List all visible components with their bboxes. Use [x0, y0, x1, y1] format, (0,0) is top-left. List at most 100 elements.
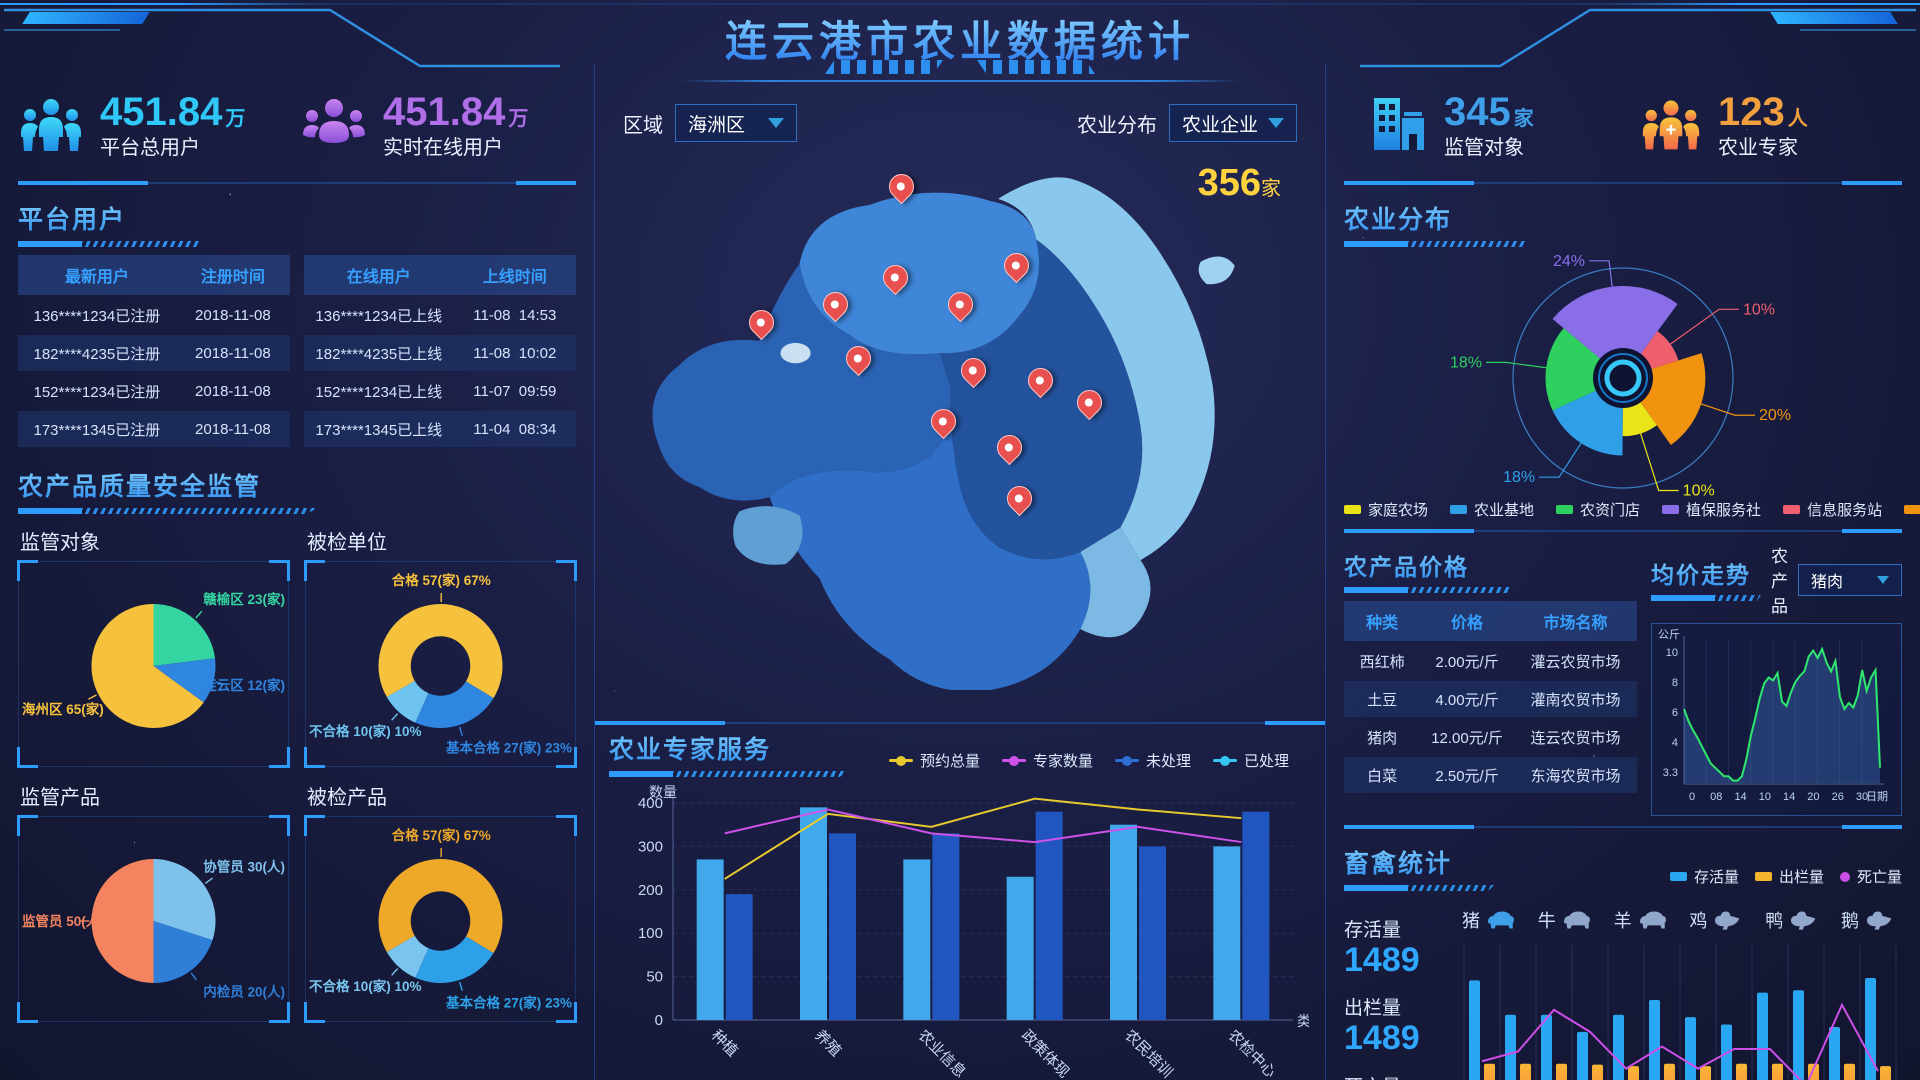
map-location-pin-icon[interactable] [955, 352, 992, 389]
map-location-pin-icon[interactable] [991, 429, 1028, 466]
svg-text:日期: 日期 [1866, 790, 1888, 803]
animal-label: 鸭 [1765, 911, 1784, 931]
region-select[interactable]: 海洲区 [675, 104, 797, 142]
table-cell: 2018-11-08 [195, 420, 271, 438]
section-title-platform-users: 平台用户 [18, 200, 126, 236]
legend-item[interactable]: 社会组织 [1904, 499, 1920, 520]
table-cell: 136****1234已上线 [315, 307, 443, 325]
map-location-pin-icon[interactable] [877, 259, 914, 295]
legend-item[interactable]: 出栏量 [1754, 866, 1824, 887]
legend-item[interactable]: 农资门店 [1556, 499, 1640, 520]
header-top-line [0, 3, 1920, 5]
table-header: 种类 价格 市场名称 [1344, 601, 1637, 641]
svg-text:不合格 10(家) 10%: 不合格 10(家) 10% [309, 723, 422, 739]
legend-item[interactable]: 已处理 [1213, 750, 1289, 771]
animal-tab-羊[interactable]: 羊 [1614, 907, 1669, 933]
animal-tab-鸭[interactable]: 鸭 [1765, 907, 1820, 933]
table-row: 173****1345已上线 11-04 08:34 [304, 411, 576, 447]
map-location-pin-icon[interactable] [942, 286, 979, 323]
legend-item[interactable]: 预约总量 [889, 750, 980, 771]
svg-text:20%: 20% [1759, 407, 1791, 424]
region-control: 区域 海洲区 [623, 104, 797, 142]
animal-icon [1715, 911, 1740, 930]
legend-item[interactable]: 未处理 [1115, 750, 1191, 771]
legend-item[interactable]: 信息服务站 [1783, 499, 1882, 520]
legend-item[interactable]: 植保服务社 [1662, 499, 1761, 520]
table-cell: 173****1345已注册 [33, 421, 161, 439]
map-location-pin-icon[interactable] [841, 340, 877, 376]
stat-unit: 人 [1787, 107, 1808, 130]
svg-text:农检中心: 农检中心 [1225, 1027, 1279, 1080]
svg-text:14: 14 [1783, 791, 1795, 803]
table-cell: 西红柿 [1359, 653, 1405, 671]
legend-swatch-icon [1115, 755, 1140, 766]
legend-item[interactable]: 死亡量 [1839, 866, 1902, 887]
panel-supervise-objects: 监管对象 赣榆区 23(家) 连云区 12(家) 海州区 65(家) [17, 522, 290, 767]
svg-text:3.3: 3.3 [1663, 767, 1678, 779]
platform-user-tables: 最新用户 注册时间 136****1234已注册 2018-11-08 182****4… [18, 255, 576, 447]
legend-item[interactable]: 农业基地 [1450, 499, 1534, 520]
price-table: 种类 价格 市场名称 西红柿 2.00元/斤 灌云农贸市场 土豆 4.00元/斤 灌南农贸市场猪… [1344, 601, 1637, 793]
panel-title: 监管对象 [20, 532, 100, 554]
map-location-pin-icon[interactable] [1002, 480, 1038, 517]
column-header: 注册时间 [200, 269, 265, 286]
legend-item[interactable]: 存活量 [1669, 866, 1739, 887]
svg-text:合格 57(家) 67%: 合格 57(家) 67% [392, 572, 491, 588]
section-title-decoration [18, 241, 203, 247]
table-cell: 182****4235已注册 [33, 345, 161, 363]
svg-text:农民培训: 农民培训 [1121, 1027, 1175, 1080]
legend-item[interactable]: 家庭农场 [1344, 499, 1428, 520]
map-location-pin-icon[interactable] [998, 248, 1034, 284]
svg-text:赣榆区 23(家): 赣榆区 23(家) [203, 591, 285, 607]
legend-label: 死亡量 [1856, 869, 1902, 886]
legend-label: 家庭农场 [1368, 502, 1429, 519]
legend-label: 存活量 [1693, 869, 1739, 886]
stat-supervised-objects: 345 家 监管对象 [1344, 89, 1632, 160]
table-cell: 猪肉 [1367, 729, 1398, 747]
user-stats-row: 451.84 万 平台总用户 451.84 万 实时在线用户 [18, 76, 576, 172]
table-cell: 12.00元/斤 [1431, 729, 1503, 747]
legend-label: 植保服务社 [1686, 502, 1762, 519]
svg-text:26: 26 [1832, 791, 1844, 803]
animal-tab-鹅[interactable]: 鹅 [1841, 907, 1896, 933]
map-location-pin-icon[interactable] [1022, 363, 1059, 399]
animal-tab-猪[interactable]: 猪 [1462, 907, 1517, 933]
svg-text:基本合格 27(家) 23%: 基本合格 27(家) 23% [446, 739, 572, 755]
svg-text:类型: 类型 [1297, 1013, 1309, 1029]
stat-label: 实时在线用户 [383, 136, 503, 159]
svg-text:08: 08 [1710, 791, 1722, 803]
section-title-livestock: 畜禽统计 [1344, 844, 1452, 880]
section-divider [18, 181, 576, 185]
stat-unit: 万 [225, 107, 246, 130]
section-title-decoration [18, 508, 318, 514]
map-location-pin-icon[interactable] [883, 169, 919, 205]
animal-tab-牛[interactable]: 牛 [1538, 907, 1593, 933]
svg-text:养殖: 养殖 [811, 1027, 844, 1060]
map-location-pin-icon[interactable] [926, 403, 962, 439]
distribution-control: 农业分布 农业企业 [1077, 104, 1297, 142]
header-accent-left [22, 12, 150, 24]
distribution-select[interactable]: 农业企业 [1168, 104, 1297, 142]
product-select[interactable]: 猪肉 [1798, 563, 1902, 596]
svg-text:监管员 50(人): 监管员 50(人) [22, 913, 104, 929]
legend-label: 预约总量 [920, 753, 981, 770]
svg-text:海州区 65(家): 海州区 65(家) [22, 701, 104, 717]
map-pin-layer [599, 142, 1321, 690]
legend-item[interactable]: 专家数量 [1002, 750, 1093, 771]
page-title: 连云港市农业数据统计 [725, 8, 1195, 69]
table-cell: 2018-11-08 [195, 382, 271, 400]
section-title-expert-service: 农业专家服务 [609, 730, 771, 766]
animal-label: 猪 [1462, 911, 1480, 931]
map-location-pin-icon[interactable] [1071, 385, 1107, 421]
section-divider [1344, 529, 1902, 533]
table-cell: 136****1234已注册 [33, 307, 161, 325]
animal-tab-鸡[interactable]: 鸡 [1689, 907, 1744, 933]
badge-unit: 家 [1261, 178, 1281, 200]
map-location-pin-icon[interactable] [744, 304, 780, 340]
table-cell: 东海农贸市场 [1530, 767, 1621, 785]
animal-label: 鹅 [1840, 911, 1859, 931]
svg-text:6: 6 [1672, 707, 1678, 719]
svg-text:50: 50 [646, 969, 663, 986]
map-location-pin-icon[interactable] [817, 286, 854, 323]
